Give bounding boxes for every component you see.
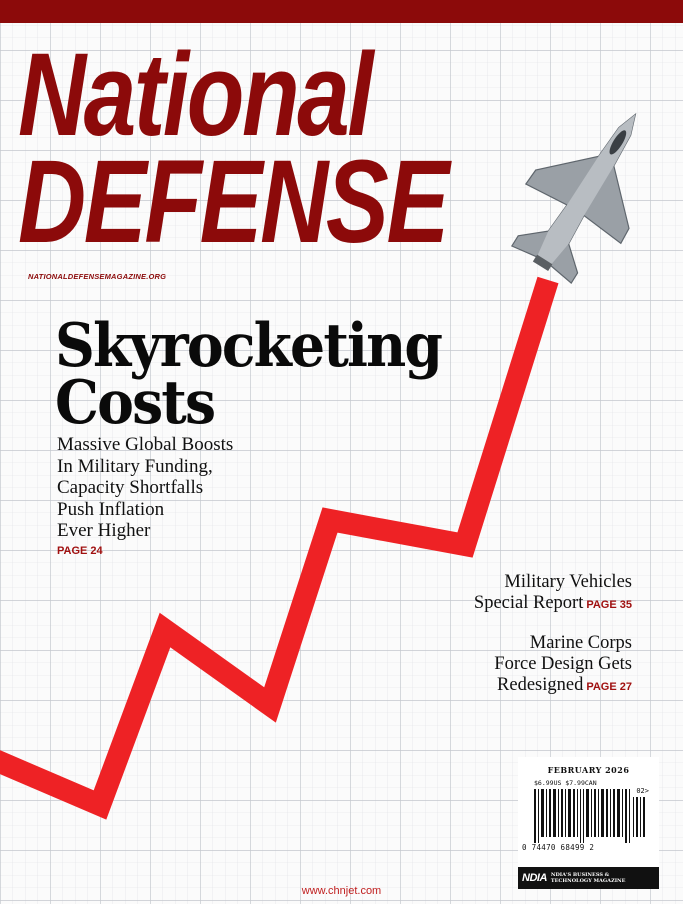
deck-line: Massive Global Boosts <box>57 434 234 455</box>
upc-digits: 0 74470 68499 2 <box>522 843 595 852</box>
story-line: Force Design Gets <box>494 654 632 674</box>
deck-line: In Military Funding, <box>57 455 213 477</box>
ndia-logo: NDIA <box>522 872 547 884</box>
website-url: NATIONALDEFENSEMAGAZINE.ORG <box>28 272 167 281</box>
barcode-box: FEBRUARY 2026 $6.99US $7.99CAN 02> <box>518 757 659 889</box>
cover-page-ref: PAGE 24 <box>57 545 103 557</box>
top-bar <box>0 0 683 23</box>
masthead-line1: National <box>18 29 374 161</box>
story-military-vehicles: Military Vehicles Special Report PAGE 35 <box>474 572 632 616</box>
story-line: Marine Corps <box>529 633 632 653</box>
deck-line: Push Inflation <box>57 498 165 520</box>
story-line: Redesigned <box>497 675 584 695</box>
cover-price: $6.99US $7.99CAN <box>534 779 597 787</box>
story-line: Military Vehicles <box>504 572 632 592</box>
tagline-line: NDIA'S BUSINESS & <box>550 872 610 878</box>
story-page-ref: PAGE 35 <box>586 599 632 611</box>
tagline-line: TECHNOLOGY MAGAZINE <box>550 878 626 884</box>
barcode-icon <box>534 789 645 843</box>
cover-headline-line1: Skyrocketing <box>55 311 443 381</box>
story-line: Special Report <box>473 593 584 613</box>
cover-headline-line2: Costs <box>55 368 216 438</box>
issue-date: FEBRUARY 2026 <box>547 765 630 775</box>
story-page-ref: PAGE 27 <box>586 681 632 693</box>
masthead-line2: DEFENSE <box>18 136 449 268</box>
publisher-strip: NDIA NDIA'S BUSINESS & TECHNOLOGY MAGAZI… <box>518 867 659 889</box>
publisher-tagline: NDIA'S BUSINESS & TECHNOLOGY MAGAZINE <box>551 872 626 884</box>
story-marine-corps: Marine Corps Force Design Gets Redesigne… <box>494 633 632 698</box>
barcode-addon: 02> <box>636 787 649 795</box>
deck-line: Ever Higher <box>57 520 151 541</box>
watermark: www.chnjet.com <box>301 885 382 897</box>
cover-deck: Massive Global Boosts In Military Fundin… <box>57 434 233 542</box>
deck-line: Capacity Shortfalls <box>57 477 204 498</box>
